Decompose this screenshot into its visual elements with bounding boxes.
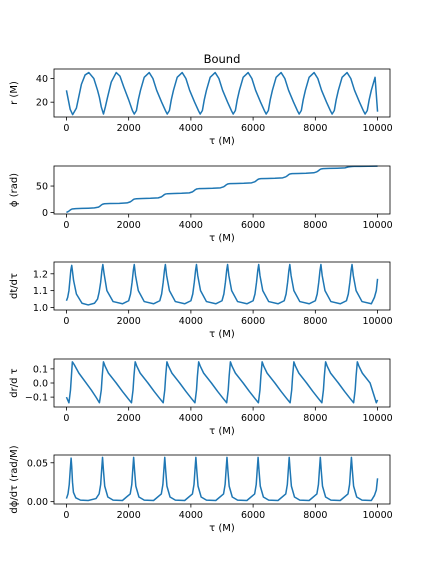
y-tick-label: 0.00 (27, 497, 48, 508)
x-tick-label: 6000 (241, 220, 265, 231)
subplot-1: 0 2000 4000 6000 8000 10000 20 40 τ (M) r (M) Boun… (9, 52, 393, 147)
y-tick-label: 50 (36, 182, 48, 193)
series-line-3-1 (65, 263, 379, 306)
chart-title: Bound (204, 52, 241, 66)
subplot-2: 0 2000 4000 6000 8000 10000 0 50 τ (M) ϕ (rad) (9, 165, 393, 244)
y-tick-label: 20 (36, 98, 48, 109)
x-tick-label: 2000 (117, 413, 141, 424)
y-axis-label: ϕ (rad) (9, 173, 20, 207)
x-tick-label: 2000 (117, 316, 141, 327)
x-axis-label: τ (M) (209, 136, 235, 147)
subplot-3: 0 2000 4000 6000 8000 10000 1.0 1.1 1.2 τ (M) dt/d… (9, 261, 393, 340)
x-tick-label: 10000 (362, 510, 392, 521)
x-axis-label: τ (M) (209, 233, 235, 244)
x-tick-label: 4000 (179, 510, 203, 521)
axes-frame (53, 165, 391, 215)
x-axis-label: τ (M) (209, 426, 235, 437)
y-tick-label: 1.1 (33, 286, 48, 297)
x-axis-label: τ (M) (209, 523, 235, 534)
x-tick-label: 4000 (179, 316, 203, 327)
y-axis-label: dt/dτ (9, 273, 20, 299)
x-tick-label: 8000 (303, 316, 327, 327)
series-line-4-1 (65, 361, 379, 404)
y-tick-label: 0.05 (27, 458, 48, 469)
x-tick-label: 4000 (179, 413, 203, 424)
x-tick-label: 0 (63, 510, 69, 521)
x-tick-label: 6000 (241, 510, 265, 521)
axes-frame (53, 68, 391, 118)
x-tick-label: 6000 (241, 413, 265, 424)
x-axis-label: τ (M) (209, 329, 235, 340)
y-tick-label: 1.2 (33, 269, 48, 280)
x-tick-label: 6000 (241, 316, 265, 327)
x-tick-label: 2000 (117, 123, 141, 134)
y-tick-label: 40 (36, 74, 48, 85)
y-axis-label: r (M) (9, 81, 20, 105)
x-tick-label: 4000 (179, 123, 203, 134)
y-tick-label: 0.0 (33, 379, 48, 390)
x-tick-label: 10000 (362, 123, 392, 134)
subplot-5: 0 2000 4000 6000 8000 10000 0.00 0.05 τ (M) dϕ/dτ… (9, 445, 393, 534)
series-line-5-1 (65, 456, 379, 502)
axes-frame (53, 261, 391, 311)
x-tick-label: 8000 (303, 220, 327, 231)
axes-frame (53, 454, 391, 505)
y-axis-label: dϕ/dτ (rad/M) (9, 445, 20, 513)
x-tick-label: 2000 (117, 510, 141, 521)
subplot-4: 0 2000 4000 6000 8000 10000 −0.1 0.0 0.1 τ (M) dr/… (9, 358, 393, 437)
y-axis-label: dr/d τ (9, 368, 20, 397)
x-tick-label: 0 (63, 316, 69, 327)
x-tick-label: 0 (63, 123, 69, 134)
y-tick-label: 0 (42, 208, 48, 219)
x-tick-label: 8000 (303, 413, 327, 424)
x-tick-label: 6000 (241, 123, 265, 134)
x-tick-label: 2000 (117, 220, 141, 231)
x-tick-label: 4000 (179, 220, 203, 231)
x-tick-label: 10000 (362, 220, 392, 231)
x-tick-label: 0 (63, 220, 69, 231)
x-tick-label: 0 (63, 413, 69, 424)
series-line-1-1 (65, 71, 379, 116)
x-tick-label: 10000 (362, 413, 392, 424)
x-tick-label: 8000 (303, 123, 327, 134)
y-tick-label: 0.1 (33, 364, 48, 375)
x-tick-label: 10000 (362, 316, 392, 327)
x-tick-label: 8000 (303, 510, 327, 521)
y-tick-label: 1.0 (33, 303, 48, 314)
y-tick-label: −0.1 (25, 393, 48, 404)
series-line-2-1 (66, 165, 378, 214)
